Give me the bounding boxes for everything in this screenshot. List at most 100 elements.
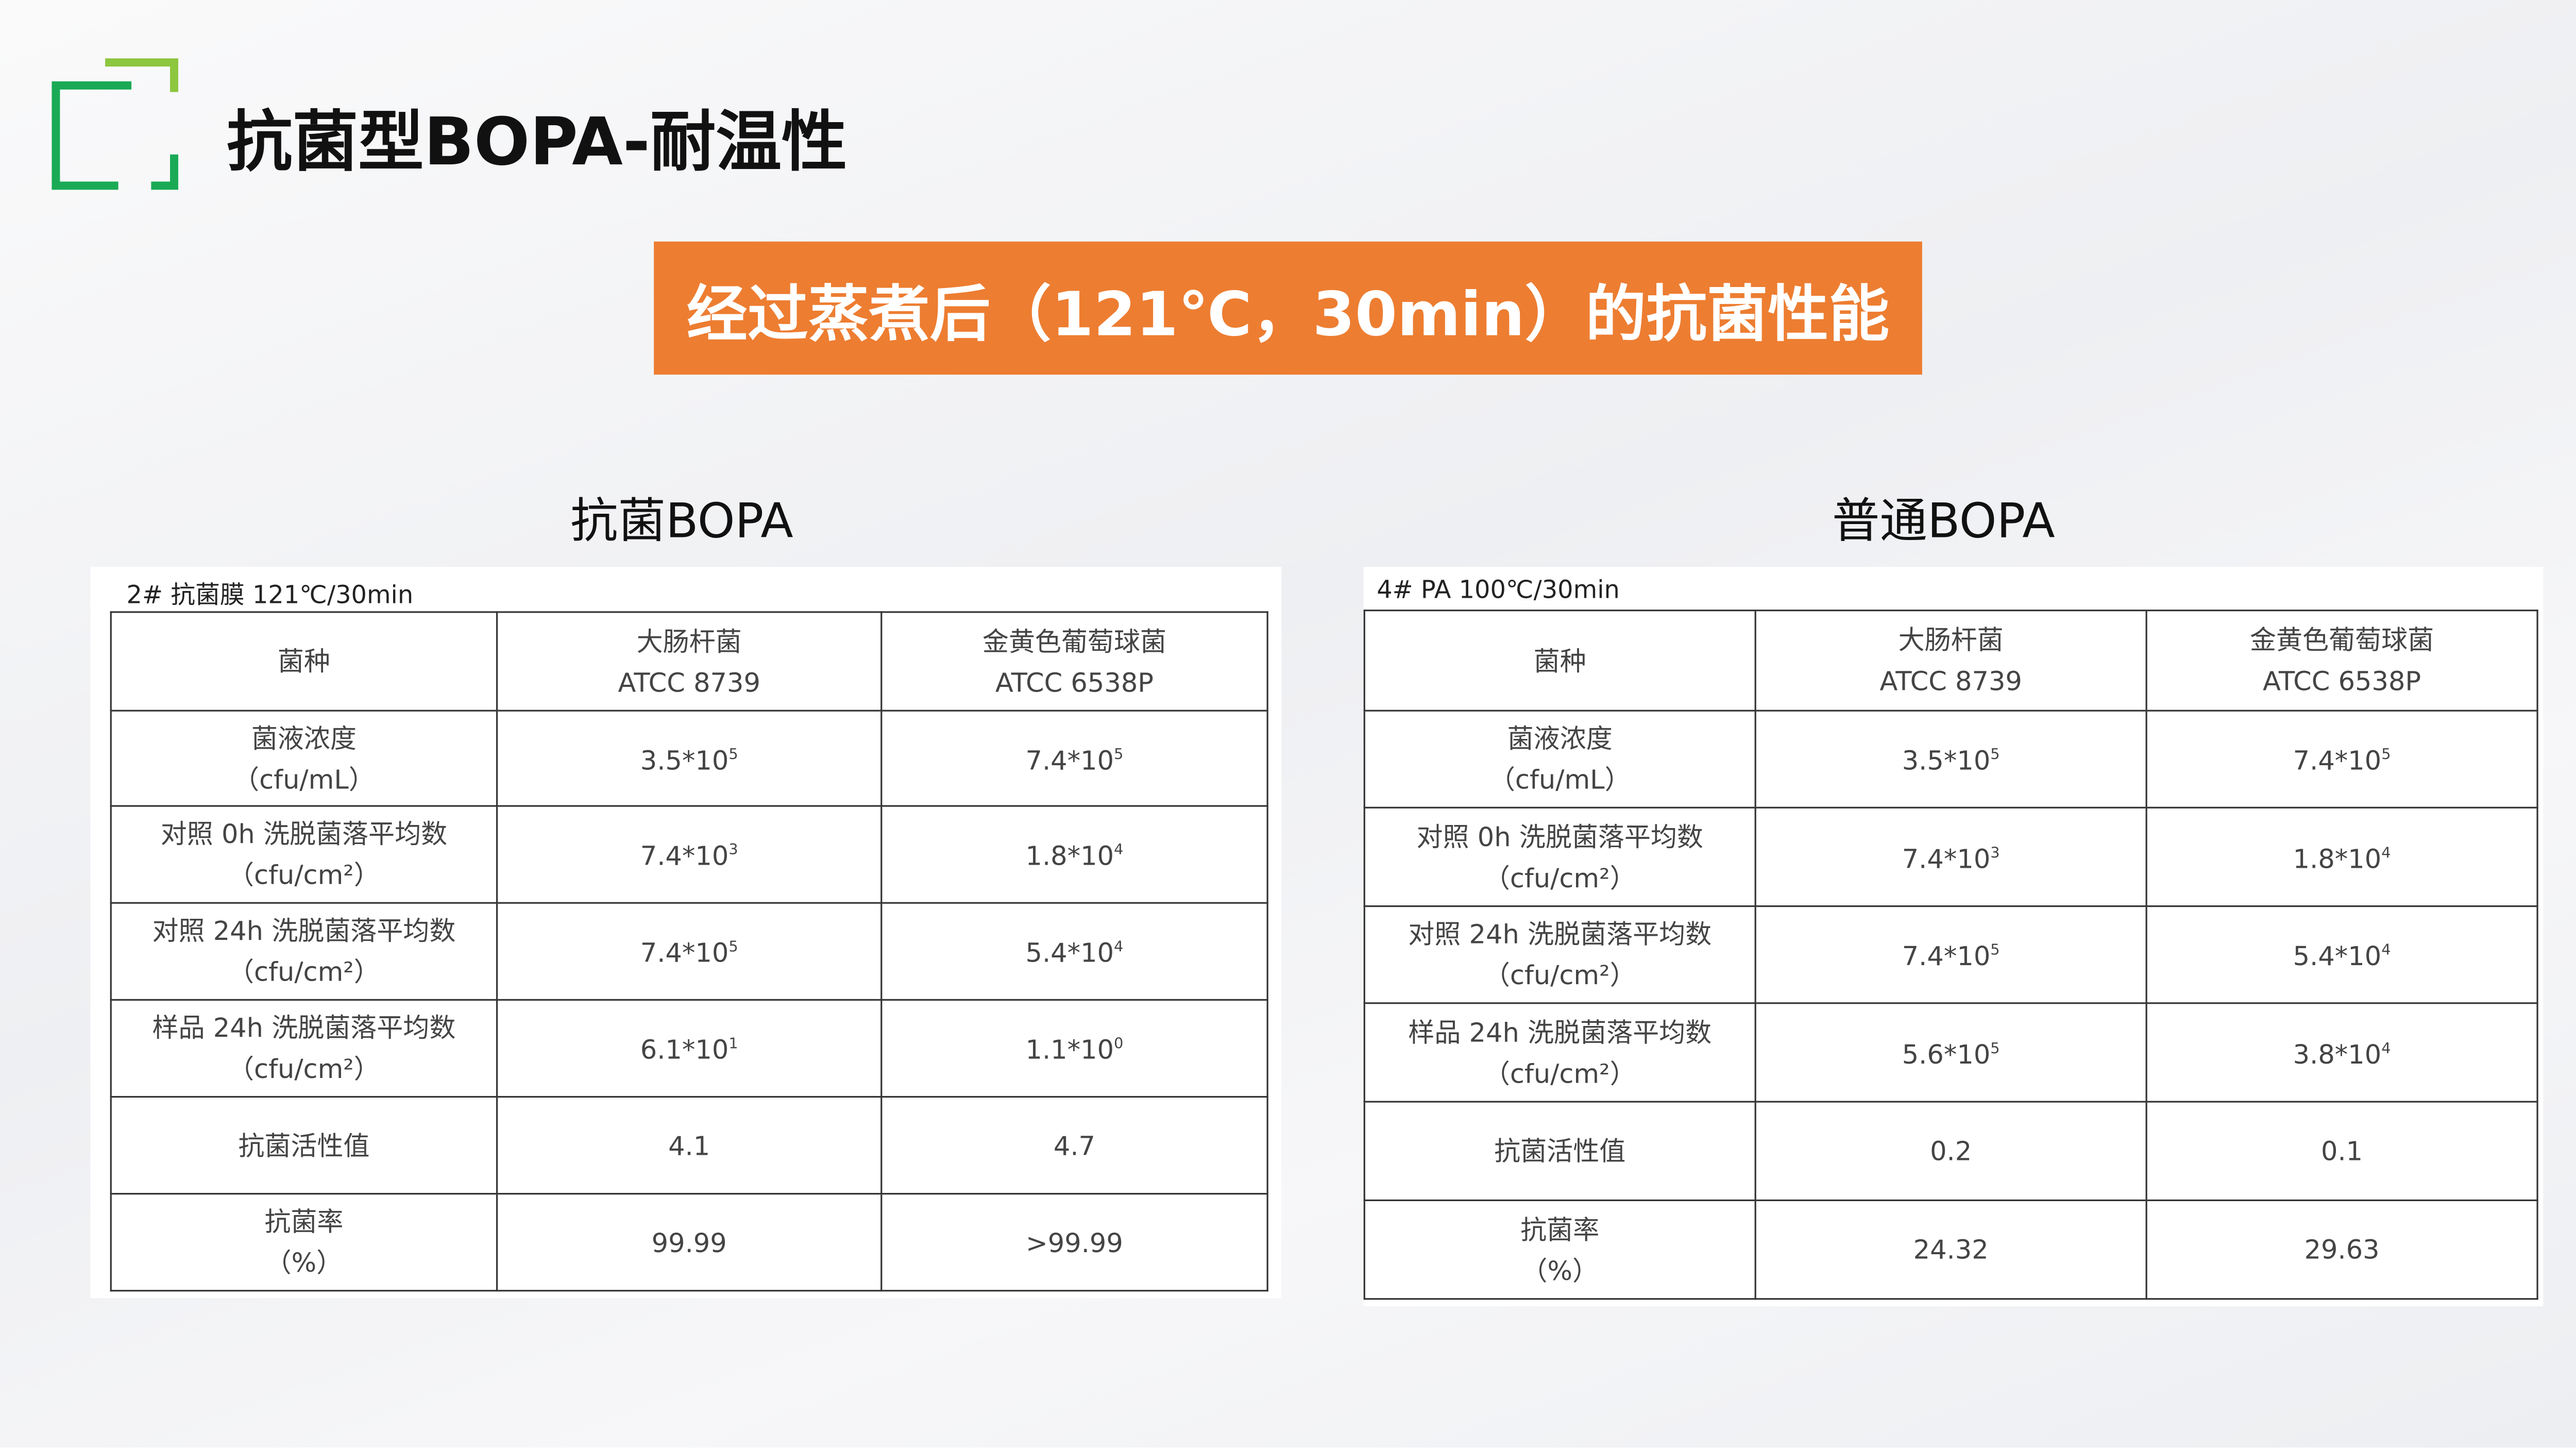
row-label: 菌液浓度 （cfu/mL）: [1363, 710, 1756, 808]
cell-value: 1.8*10: [2293, 843, 2382, 874]
cell-value: 7.4*10: [1025, 745, 1114, 776]
table-cell: 7.4*105: [1754, 905, 2147, 1004]
table-cell: 1.8*104: [880, 805, 1268, 904]
row-label: 对照 0h 洗脱菌落平均数 （cfu/cm²）: [110, 805, 498, 904]
banner: 经过蒸煮后（121℃，30min）的抗菌性能: [654, 241, 1922, 375]
cell-exponent: 5: [728, 747, 738, 764]
cell-value: 4.7: [1053, 1130, 1096, 1161]
row-label: 抗菌率 （%）: [1363, 1199, 1756, 1300]
cell-line: ATCC 6538P: [995, 666, 1154, 698]
cell-value: 4.1: [668, 1130, 710, 1161]
cell-exponent: 5: [1990, 748, 2000, 765]
cell-line: 大肠杆菌: [1898, 624, 2004, 656]
cell-value: 3.8*10: [2293, 1038, 2382, 1070]
cell-line: （cfu/cm²）: [227, 956, 380, 988]
table-cell: 3.5*105: [496, 710, 883, 807]
table-heading: 抗菌BOPA: [570, 493, 793, 549]
cell-line: 金黄色葡萄球菌: [982, 625, 1167, 656]
table-cell: 7.4*105: [496, 902, 883, 1001]
table-row: 菌液浓度 （cfu/mL） 3.5*105 7.4*105: [1363, 710, 2538, 808]
cell-exponent: 4: [2381, 846, 2391, 863]
table-cell: 99.99: [496, 1193, 883, 1292]
table-cell: 4.7: [880, 1096, 1268, 1195]
cell-value: 5.4*10: [2293, 941, 2382, 972]
cell-line: （cfu/mL）: [1488, 764, 1631, 796]
data-table: 菌种 大肠杆菌 ATCC 8739 金黄色葡萄球菌 ATCC 6538P 菌液浓度 （cfu…: [110, 611, 1268, 1292]
cell-value: 7.4*10: [2293, 745, 2382, 777]
cell-exponent: 4: [2381, 943, 2391, 961]
table-row: 菌液浓度 （cfu/mL） 3.5*105 7.4*105: [110, 710, 1268, 807]
table-row: 对照 0h 洗脱菌落平均数 （cfu/cm²） 7.4*103 1.8*104: [110, 805, 1268, 904]
table-cell: 5.6*105: [1754, 1002, 2147, 1103]
cell-value: 99.99: [651, 1226, 727, 1258]
table-cell: 7.4*103: [1754, 806, 2147, 907]
header-row: 菌种 大肠杆菌 ATCC 8739 金黄色葡萄球菌 ATCC 6538P: [1363, 610, 2538, 712]
cell-value: 5.4*10: [1025, 937, 1114, 969]
row-label: 样品 24h 洗脱菌落平均数 （cfu/cm²）: [1363, 1002, 1756, 1103]
cell-line: 抗菌活性值: [238, 1130, 370, 1161]
table-image: 2# 抗菌膜 121℃/30min 菌种 大肠杆菌 ATCC 8739 金黄色葡萄球菌 A…: [90, 567, 1282, 1299]
cell-line: （cfu/cm²）: [1483, 1057, 1636, 1089]
table-caption: 2# 抗菌膜 121℃/30min: [126, 580, 414, 610]
cell-exponent: 4: [1114, 843, 1124, 860]
row-label: 对照 24h 洗脱菌落平均数 （cfu/cm²）: [1363, 905, 1756, 1004]
cell-line: ATCC 6538P: [2262, 665, 2421, 697]
table-cell: 6.1*101: [496, 999, 883, 1098]
cell-line: 菌液浓度: [1507, 723, 1613, 754]
cell-value: 7.4*10: [1902, 941, 1991, 972]
table-row: 对照 0h 洗脱菌落平均数 （cfu/cm²） 7.4*103 1.8*104: [1363, 806, 2538, 907]
table-row: 抗菌活性值 4.1 4.7: [110, 1096, 1268, 1195]
cell-line: 菌种: [1533, 645, 1586, 677]
cell-value: 1.8*10: [1025, 840, 1114, 872]
cell-line: 样品 24h 洗脱菌落平均数: [152, 1012, 456, 1043]
cell-line: 菌种: [277, 646, 330, 677]
cell-exponent: 5: [1114, 747, 1124, 764]
table-cell: 1.1*100: [880, 999, 1268, 1098]
logo: [52, 58, 178, 190]
column-header: 大肠杆菌 ATCC 8739: [496, 611, 883, 712]
column-header: 菌种: [1363, 610, 1756, 712]
row-label: 样品 24h 洗脱菌落平均数 （cfu/cm²）: [110, 999, 498, 1098]
cell-line: （%）: [265, 1247, 343, 1278]
cell-exponent: 3: [1990, 846, 2000, 863]
table-cell: 24.32: [1754, 1199, 2147, 1300]
cell-line: （cfu/cm²）: [227, 859, 380, 891]
table-row: 抗菌活性值 0.2 0.1: [1363, 1101, 2538, 1201]
cell-line: 对照 0h 洗脱菌落平均数: [1416, 820, 1703, 852]
cell-exponent: 4: [1114, 940, 1124, 957]
table-cell: 1.8*104: [2145, 806, 2538, 907]
cell-line: （cfu/cm²）: [1483, 862, 1636, 894]
column-header: 金黄色葡萄球菌 ATCC 6538P: [2145, 610, 2538, 712]
cell-line: 金黄色葡萄球菌: [2249, 624, 2434, 656]
table-cell: 7.4*105: [880, 710, 1268, 807]
table-cell: 7.4*103: [496, 805, 883, 904]
row-label: 抗菌活性值: [110, 1096, 498, 1195]
row-label: 抗菌活性值: [1363, 1101, 1756, 1201]
table-cell: 0.2: [1754, 1101, 2147, 1201]
cell-line: （%）: [1521, 1254, 1599, 1286]
table-cell: 5.4*104: [880, 902, 1268, 1001]
column-header: 菌种: [110, 611, 498, 712]
cell-value: 3.5*10: [1902, 745, 1991, 777]
cell-value: 1.1*10: [1025, 1034, 1114, 1066]
cell-exponent: 0: [1114, 1037, 1124, 1054]
row-label: 对照 24h 洗脱菌落平均数 （cfu/cm²）: [110, 902, 498, 1001]
cell-line: （cfu/mL）: [233, 763, 375, 795]
cell-line: 对照 24h 洗脱菌落平均数: [1408, 918, 1712, 950]
cell-line: 抗菌率: [264, 1206, 344, 1238]
cell-line: 样品 24h 洗脱菌落平均数: [1408, 1016, 1712, 1048]
cell-exponent: 3: [728, 843, 738, 860]
cell-value: 7.4*10: [640, 840, 729, 872]
cell-line: 大肠杆菌: [636, 625, 742, 656]
table-caption: 4# PA 100℃/30min: [1377, 575, 1620, 605]
table-row: 样品 24h 洗脱菌落平均数 （cfu/cm²） 6.1*101 1.1*100: [110, 999, 1268, 1098]
page-title: 抗菌型BOPA-耐温性: [227, 105, 848, 181]
cell-exponent: 1: [728, 1037, 738, 1054]
cell-value: 7.4*10: [1902, 843, 1991, 874]
cell-line: （cfu/cm²）: [227, 1053, 380, 1085]
table-cell: 5.4*104: [2145, 905, 2538, 1004]
cell-value: 29.63: [2304, 1234, 2380, 1266]
table-cell: 4.1: [496, 1096, 883, 1195]
